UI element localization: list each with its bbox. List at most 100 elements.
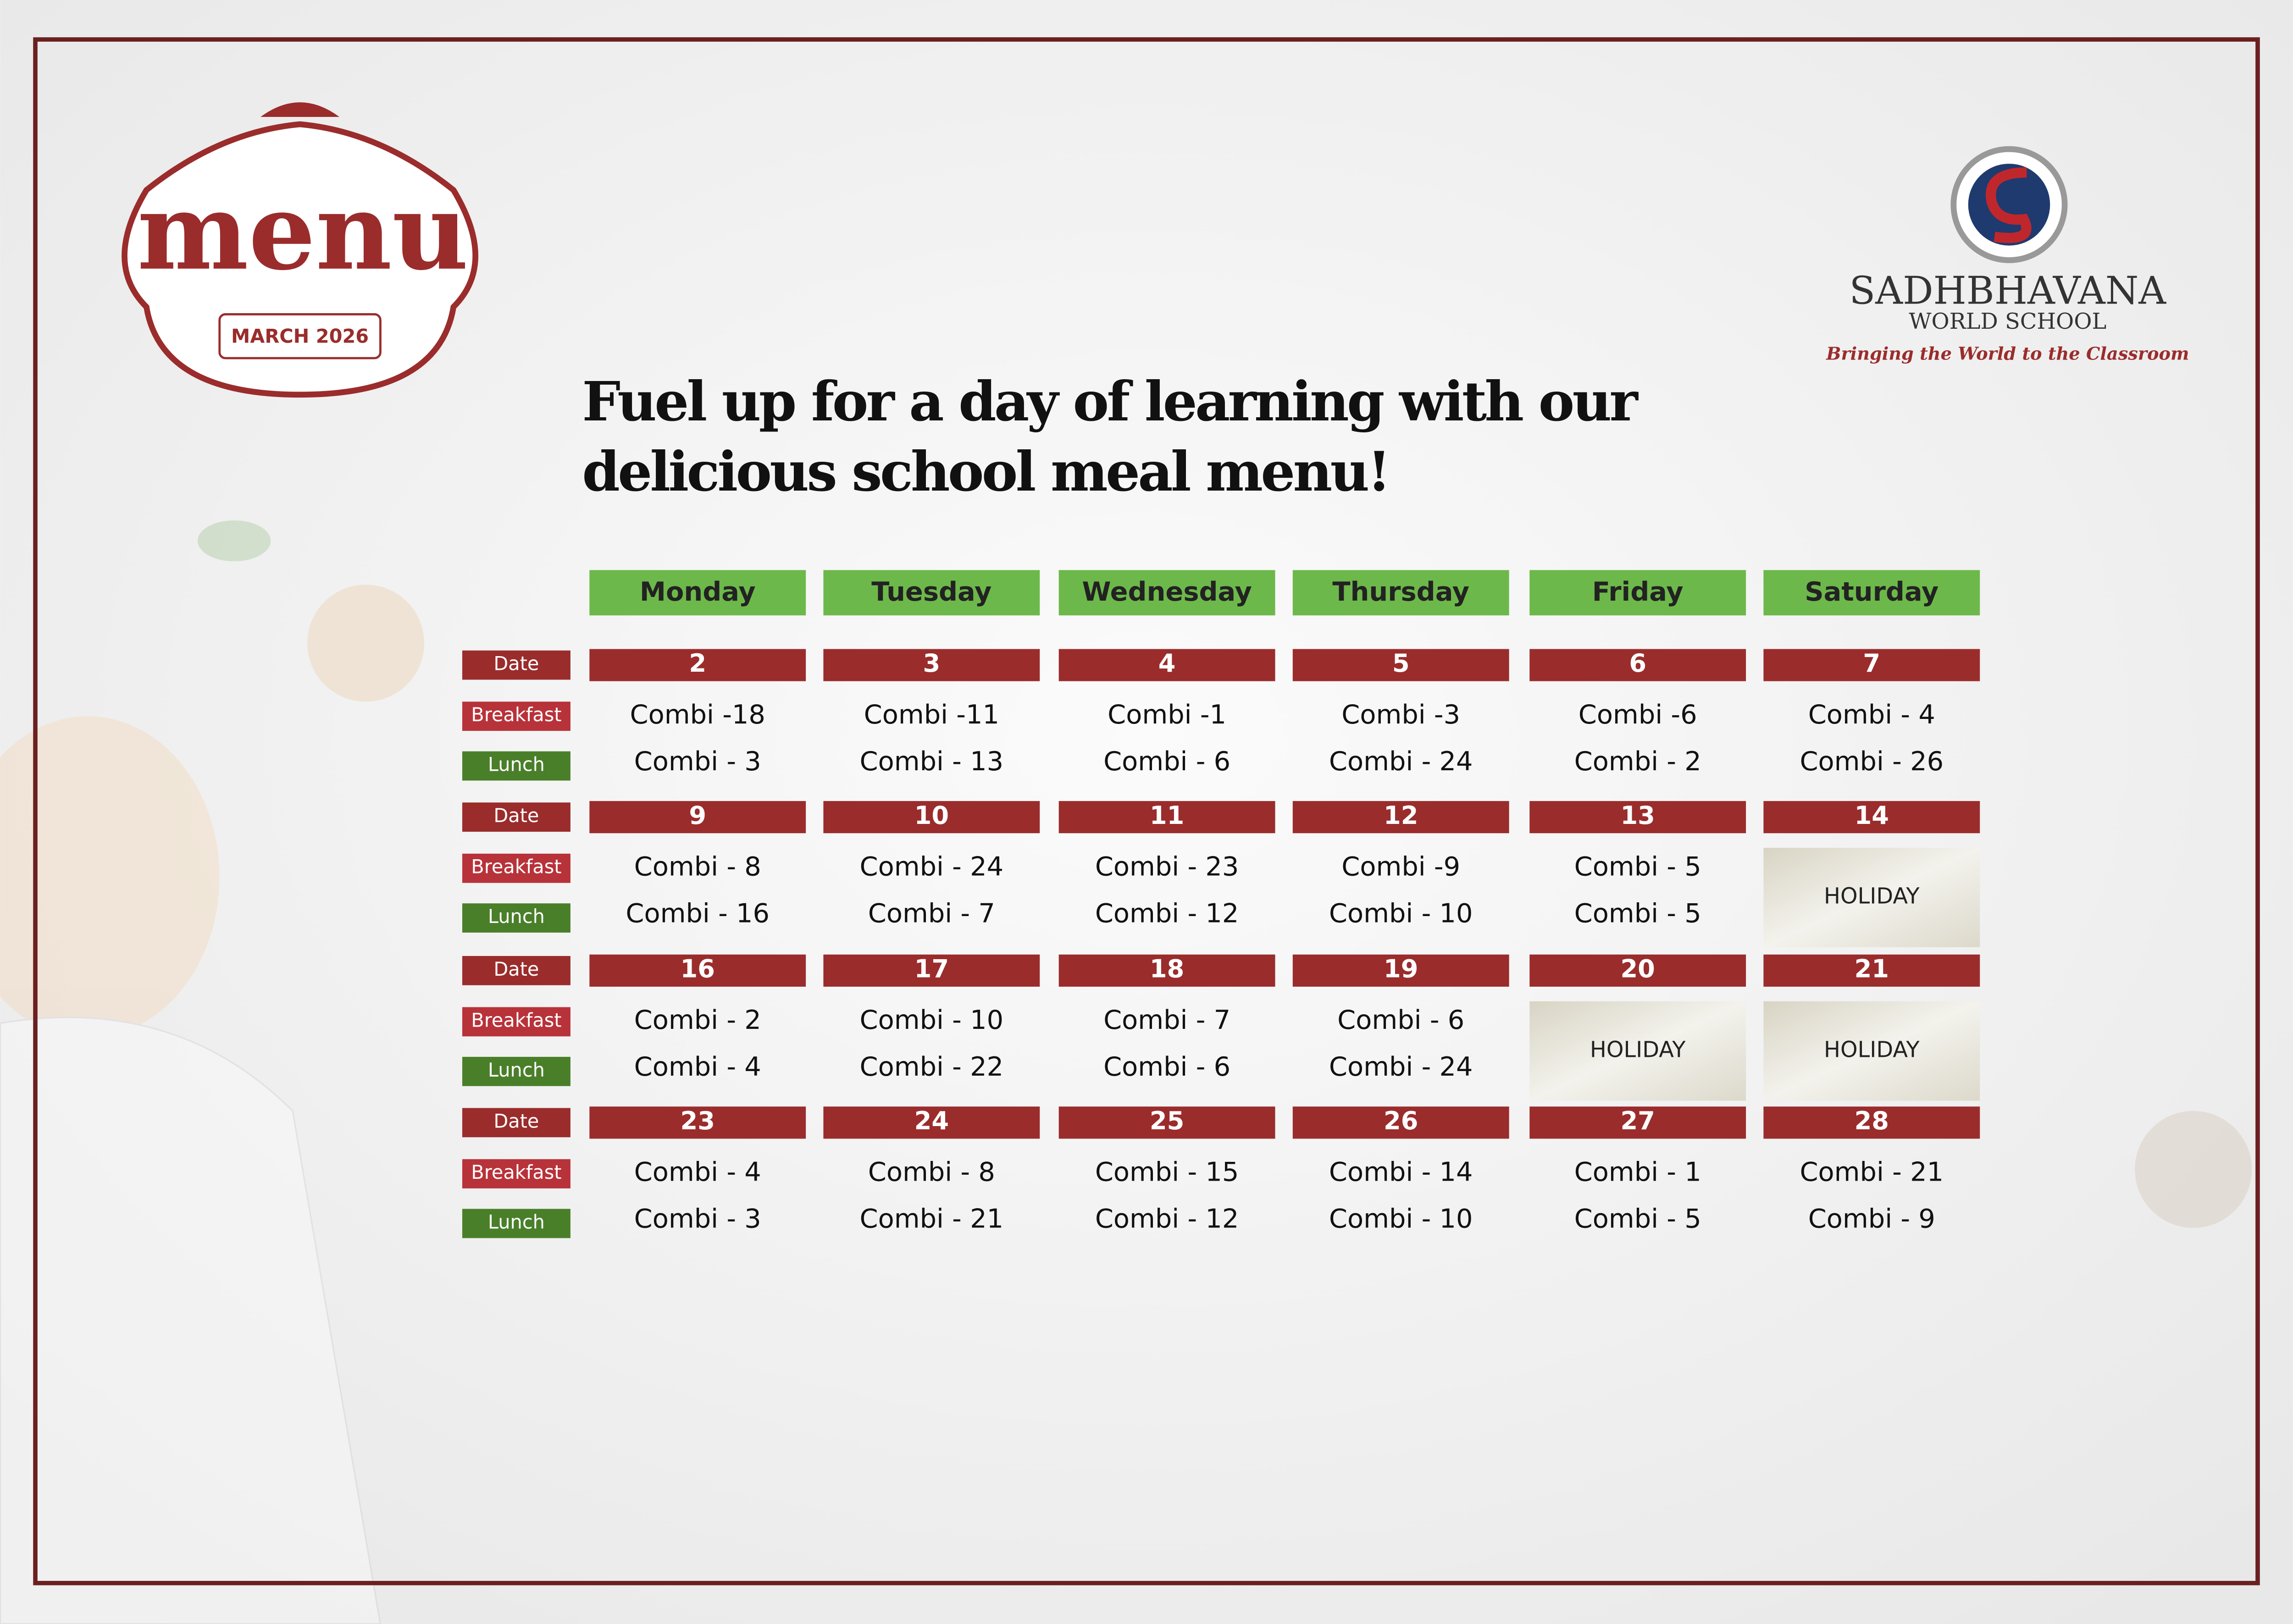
row-label: Breakfast [471,856,561,878]
date: 21 [1855,955,1889,983]
day-label: Thursday [1332,576,1469,607]
date: 4 [1158,649,1176,678]
date: 3 [923,649,940,678]
lunch: Combi - 24 [1329,1051,1473,1082]
breakfast: Combi - 4 [1808,699,1935,730]
day-label: Friday [1592,576,1684,607]
lunch: Combi - 10 [1329,898,1473,928]
holiday: HOLIDAY [1590,1037,1686,1062]
holiday: HOLIDAY [1824,1037,1920,1062]
date-bar [1529,954,1746,987]
day-header [1763,570,1980,616]
row-label: Date [493,653,539,675]
breakfast: Combi - 8 [868,1157,995,1188]
breakfast: Combi -6 [1579,699,1697,730]
lunch: Combi - 26 [1800,746,1944,777]
date-bar [1058,954,1275,987]
date-bar [823,649,1040,681]
row-label: Date [493,805,539,827]
lunch: Combi - 12 [1095,898,1239,928]
day-header [1292,570,1509,616]
date: 26 [1384,1106,1418,1135]
row-label-box [462,853,570,883]
date-bar [1763,801,1980,834]
breakfast: Combi - 8 [634,851,761,882]
row-label: Lunch [488,754,545,776]
breakfast: Combi - 5 [1574,851,1701,882]
date-bar [1292,1106,1509,1139]
row-label-box [462,1057,570,1086]
row-label-box [462,751,570,781]
lunch: Combi - 16 [626,898,770,928]
logo-word: menu [137,170,469,294]
date-bar [1529,801,1746,834]
date: 9 [689,801,706,830]
row-label-box [462,650,570,680]
lunch: Combi - 5 [1574,898,1701,928]
holiday: HOLIDAY [1824,884,1920,909]
row-label-box [462,1209,570,1238]
date: 12 [1384,801,1418,830]
date: 11 [1150,801,1184,830]
row-label-box [462,956,570,985]
breakfast: Combi -3 [1341,699,1460,730]
date: 28 [1855,1106,1889,1135]
date-bar [1763,649,1980,681]
menu-table: Monday Tuesday Wednesday Thursday Friday Satu… [462,570,1980,1238]
date: 10 [914,801,949,830]
lunch: Combi - 4 [634,1051,761,1082]
date: 20 [1620,955,1655,983]
breakfast: Combi -1 [1108,699,1226,730]
date-bar [1058,1106,1275,1139]
breakfast: Combi - 1 [1574,1157,1701,1188]
date: 18 [1150,955,1184,983]
school-subname: WORLD SCHOOL [1909,309,2106,334]
date-bar [589,801,806,834]
date: 17 [914,955,949,983]
day-label: Monday [640,576,756,607]
lunch: Combi - 2 [1574,746,1701,777]
row-label-box [462,903,570,933]
date: 14 [1855,801,1889,830]
date: 2 [689,649,706,678]
date-bar [1529,649,1746,681]
date-bar [1292,954,1509,987]
holiday-box [1763,848,1980,947]
row-label: Lunch [488,1211,545,1233]
date-bar [1058,801,1275,834]
logo-month: MARCH 2026 [231,325,369,347]
lunch: Combi - 24 [1329,746,1473,777]
chef-illustration [0,520,2252,1624]
school-emblem [1950,146,2068,263]
date: 19 [1384,955,1418,983]
holiday-box [1529,1001,1746,1101]
date-bar [823,1106,1040,1139]
day-label: Wednesday [1082,576,1252,607]
lunch: Combi - 12 [1095,1204,1239,1234]
date: 16 [681,955,715,983]
lunch: Combi - 13 [860,746,1004,777]
day-header [1529,570,1746,616]
date: 27 [1620,1106,1655,1135]
row-label: Breakfast [471,1009,561,1031]
lunch: Combi - 9 [1808,1204,1935,1234]
lunch: Combi - 6 [1103,746,1230,777]
lunch: Combi - 5 [1574,1204,1701,1234]
date: 25 [1150,1106,1184,1135]
lunch: Combi - 10 [1329,1204,1473,1234]
breakfast: Combi -11 [864,699,999,730]
breakfast: Combi - 10 [860,1005,1004,1035]
date: 7 [1863,649,1880,678]
day-header [589,570,806,616]
day-label: Tuesday [871,576,991,607]
lunch: Combi - 6 [1103,1051,1230,1082]
day-header [1058,570,1275,616]
date-bar [823,954,1040,987]
row-label-box [462,702,570,731]
row-label: Lunch [488,1059,545,1081]
breakfast: Combi - 15 [1095,1157,1239,1188]
row-label: Breakfast [471,704,561,726]
breakfast: Combi -18 [630,699,765,730]
